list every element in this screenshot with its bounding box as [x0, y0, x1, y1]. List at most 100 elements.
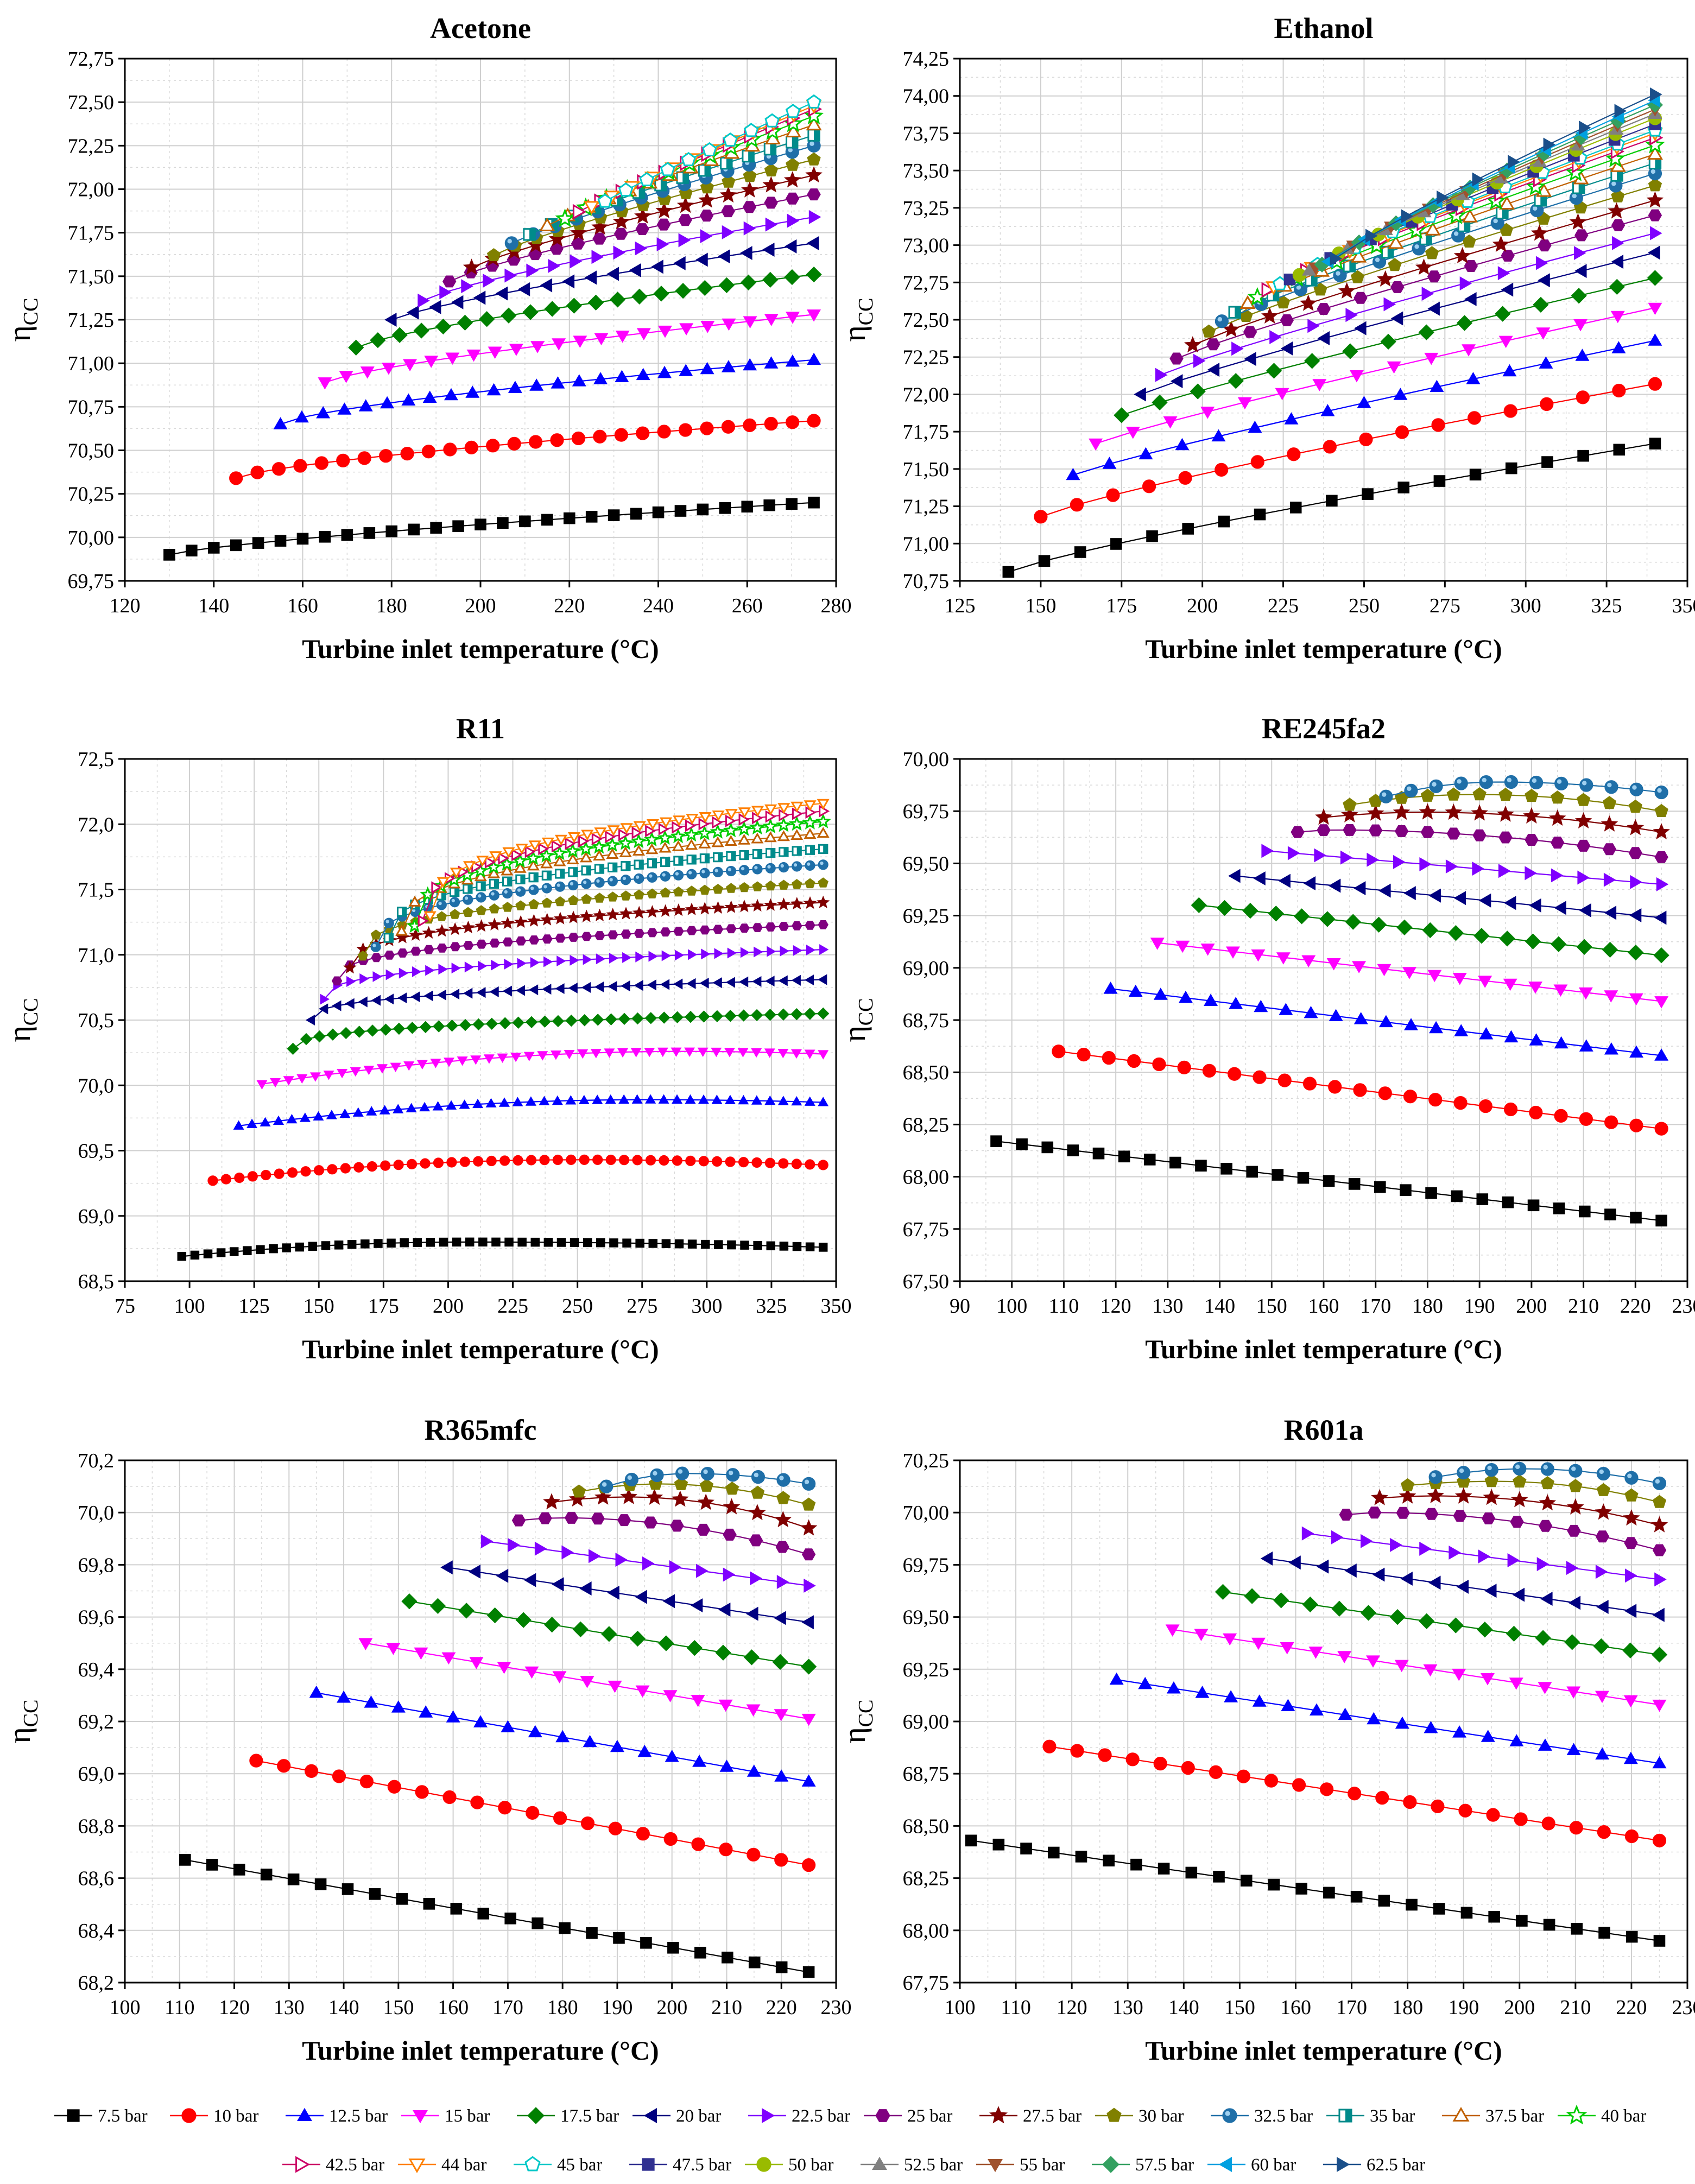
series-25-bar-point [502, 937, 513, 947]
series-15-bar-point [497, 1053, 508, 1063]
series-30-bar-point [1400, 1478, 1415, 1491]
series-10-bar-point [420, 1158, 431, 1169]
series-37-5-bar-point [1462, 208, 1478, 223]
series-17-5-bar-point [1571, 288, 1587, 304]
series-32-5-bar-point-highlight [543, 885, 547, 889]
series-32-5-bar-point [1504, 775, 1519, 789]
series-12-5-bar-point [406, 1103, 417, 1112]
series-25-bar-point [778, 922, 789, 931]
series-22-5-bar-point [1449, 1545, 1461, 1560]
series-20-bar-point [502, 985, 512, 997]
series-32-5-bar-point-highlight [1532, 778, 1537, 783]
series-37-5-bar-point [619, 846, 632, 857]
series-15-bar-point [1377, 964, 1392, 977]
series-10-bar-point [1458, 1803, 1472, 1818]
series-25-bar-point [1169, 352, 1184, 365]
series-15-bar-point [1610, 311, 1625, 324]
series-22-5-bar-point [1472, 862, 1484, 876]
x-tick-label: 150 [383, 1996, 414, 2019]
series-10-bar-point [1264, 1774, 1279, 1788]
y-tick-label: 69,50 [903, 1606, 950, 1629]
series-17-5-bar-point [784, 269, 800, 286]
series-7-5-bar-point [1553, 1202, 1565, 1214]
series-7-5-bar-point [541, 514, 553, 526]
series-40-bar-point [710, 824, 726, 839]
series-12-5-bar-point [1430, 379, 1444, 393]
series-37-5-bar-point [685, 839, 698, 850]
series-32-5-bar-point [504, 236, 518, 250]
series-25-bar-point [1538, 239, 1552, 252]
series-22-5-bar-point [385, 969, 396, 980]
series-37-5-bar-point [1647, 145, 1664, 160]
series-10-bar-point [387, 1780, 401, 1794]
y-tick-label: 71,00 [903, 533, 950, 555]
y-tick-label: 68,6 [78, 1868, 115, 1890]
series-44-bar-point [646, 819, 659, 831]
series-35-bar-point-half [520, 875, 525, 884]
series-12-5-bar-point [818, 1097, 829, 1106]
series-10-bar-point [327, 1164, 338, 1175]
series-7-5-bar-point [694, 1946, 706, 1959]
series-37-5-bar-point [501, 864, 514, 876]
series-32-5-bar-point-highlight [728, 868, 731, 871]
series-7-5-bar-point [721, 1951, 733, 1964]
series-22-5-bar-point [615, 1553, 628, 1567]
series-20-bar-point [332, 1000, 341, 1011]
y-tick-label: 67,50 [903, 1270, 950, 1293]
x-tick-label: 300 [1510, 594, 1541, 617]
series-17-5-bar-point [658, 1011, 671, 1024]
series-22-5-bar-point [613, 245, 626, 260]
y-tick-label: 68,4 [78, 1920, 115, 1942]
series-27-5-bar-point [619, 907, 633, 920]
series-44-bar-point [764, 804, 777, 815]
series-7-5-bar-point [652, 506, 665, 518]
series-32-5-bar-point [634, 873, 644, 884]
series-32-5-bar-point [1652, 1476, 1667, 1490]
series-17-5-bar-point [618, 1012, 631, 1025]
series-32-5-bar-point [1629, 782, 1643, 796]
series-22-5-bar-point [561, 1545, 574, 1560]
series-20-bar-point [495, 286, 508, 301]
series-32-5-bar-point [650, 1468, 664, 1483]
series-12-5-bar-line [1116, 1679, 1660, 1764]
series-32-5-bar-point-highlight [820, 861, 824, 865]
series-30-bar-point [1648, 178, 1662, 192]
series-25-bar-point [568, 933, 579, 942]
series-10-bar-point [1287, 447, 1301, 461]
series-44-bar-point [790, 801, 804, 813]
series-15-bar-point [615, 330, 630, 343]
series-20-bar-point [1579, 903, 1591, 917]
series-32-5-bar-point [449, 897, 460, 908]
series-22-5-bar-point [1419, 857, 1432, 871]
series-27-5-bar-point [672, 903, 686, 916]
y-axis-label: ηCC [837, 998, 877, 1042]
series-17-5-bar-point [817, 1007, 830, 1020]
series-7-5-bar-point [1272, 1169, 1284, 1181]
series-10-bar-point [1320, 1782, 1334, 1796]
series-12-5-bar-point [1604, 1042, 1618, 1055]
series-32-5-bar-point-highlight [703, 1469, 708, 1474]
series-15-bar-point [363, 1066, 375, 1075]
series-32-5-bar-point-highlight [1532, 206, 1538, 211]
series-20-bar-point [1540, 1592, 1553, 1606]
series-7-5-bar-point [374, 1239, 383, 1248]
series-32-5-bar-point-highlight [653, 1471, 657, 1476]
series-7-5-bar-point [1067, 1144, 1079, 1156]
series-15-bar-point [1200, 944, 1215, 956]
series-22-5-bar-point [1612, 236, 1624, 250]
series-25-bar-point [1343, 824, 1357, 836]
series-10-bar-point [1431, 1799, 1445, 1813]
series-15-bar-point [608, 1680, 622, 1693]
series-25-bar-point [594, 931, 605, 940]
y-tick-label: 71,75 [68, 222, 115, 245]
series-20-bar-point [528, 984, 539, 996]
series-32-5-bar-point [568, 879, 579, 891]
series-20-bar-point [778, 975, 788, 986]
series-10-bar-point [685, 1155, 696, 1166]
series-32-5-bar-point-highlight [556, 883, 560, 887]
series-20-bar-point [440, 1560, 453, 1575]
series-25-bar-point [592, 232, 606, 245]
series-12-5-bar-point [593, 372, 608, 384]
series-25-bar-point [696, 1523, 711, 1536]
series-40-bar-point [1605, 148, 1626, 168]
